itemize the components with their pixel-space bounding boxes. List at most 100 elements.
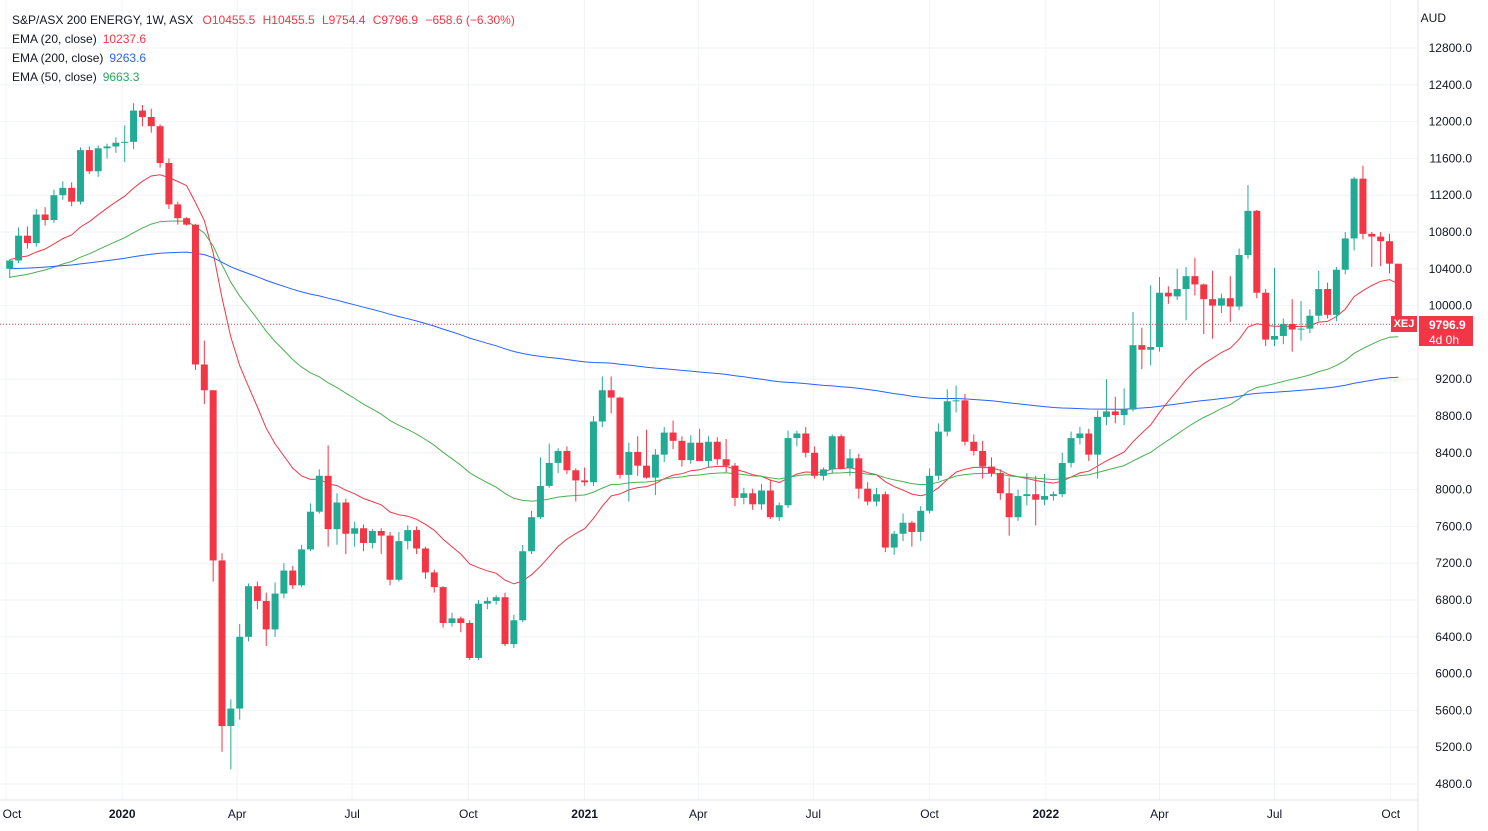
candle-body[interactable] bbox=[1005, 493, 1013, 518]
candle-body[interactable] bbox=[758, 490, 766, 505]
candle-body[interactable] bbox=[1173, 289, 1181, 297]
candle-body[interactable] bbox=[404, 530, 412, 542]
candle-body[interactable] bbox=[696, 442, 704, 462]
candle-body[interactable] bbox=[333, 502, 341, 530]
candle-body[interactable] bbox=[881, 494, 889, 548]
candle-body[interactable] bbox=[1226, 298, 1234, 307]
candle-body[interactable] bbox=[421, 548, 429, 573]
candle-body[interactable] bbox=[1138, 345, 1146, 350]
candle-body[interactable] bbox=[811, 452, 819, 476]
candle-body[interactable] bbox=[1217, 298, 1225, 306]
candle-body[interactable] bbox=[457, 618, 465, 623]
candle-body[interactable] bbox=[855, 458, 863, 489]
candle-body[interactable] bbox=[545, 462, 553, 486]
candle-body[interactable] bbox=[253, 586, 261, 601]
candle-body[interactable] bbox=[510, 620, 518, 645]
candle-body[interactable] bbox=[837, 436, 845, 469]
candle-body[interactable] bbox=[1368, 233, 1376, 237]
candle-body[interactable] bbox=[987, 466, 995, 474]
candle-body[interactable] bbox=[1262, 292, 1270, 340]
legend-ema20[interactable]: EMA (20, close) 10237.6 bbox=[12, 30, 519, 49]
candle-body[interactable] bbox=[351, 528, 359, 534]
candle-body[interactable] bbox=[713, 441, 721, 460]
candle-body[interactable] bbox=[1306, 315, 1314, 329]
candle-body[interactable] bbox=[625, 451, 633, 475]
candle-body[interactable] bbox=[581, 480, 589, 483]
candle-body[interactable] bbox=[607, 390, 615, 398]
candle-body[interactable] bbox=[262, 600, 270, 630]
candle-body[interactable] bbox=[368, 531, 376, 543]
candle-body[interactable] bbox=[1279, 324, 1287, 336]
candle-body[interactable] bbox=[76, 150, 84, 202]
candle-body[interactable] bbox=[1235, 255, 1243, 307]
candle-body[interactable] bbox=[236, 636, 244, 709]
candle-body[interactable] bbox=[1023, 494, 1031, 497]
candle-body[interactable] bbox=[687, 442, 695, 461]
candle-body[interactable] bbox=[191, 224, 199, 365]
candle-body[interactable] bbox=[85, 150, 93, 172]
candle-body[interactable] bbox=[138, 110, 146, 117]
candle-body[interactable] bbox=[271, 593, 279, 630]
candle-body[interactable] bbox=[50, 195, 58, 221]
candle-body[interactable] bbox=[1288, 324, 1296, 330]
candle-body[interactable] bbox=[864, 488, 872, 502]
candle-body[interactable] bbox=[218, 560, 226, 727]
candle-body[interactable] bbox=[483, 600, 491, 604]
candle-body[interactable] bbox=[298, 549, 306, 586]
candle-body[interactable] bbox=[112, 142, 120, 147]
candle-body[interactable] bbox=[793, 433, 801, 439]
candle-body[interactable] bbox=[23, 235, 31, 244]
candle-body[interactable] bbox=[466, 623, 474, 658]
candle-body[interactable] bbox=[395, 541, 403, 580]
candle-body[interactable] bbox=[227, 708, 235, 727]
candle-body[interactable] bbox=[828, 436, 836, 470]
candle-body[interactable] bbox=[1041, 496, 1049, 500]
candle-body[interactable] bbox=[1058, 462, 1066, 495]
candle-body[interactable] bbox=[289, 570, 297, 586]
candle-body[interactable] bbox=[1209, 299, 1217, 306]
candle-body[interactable] bbox=[961, 400, 969, 442]
candle-body[interactable] bbox=[846, 458, 854, 469]
candle-body[interactable] bbox=[598, 390, 606, 422]
candle-body[interactable] bbox=[386, 535, 394, 580]
candle-body[interactable] bbox=[1147, 347, 1155, 350]
candle-body[interactable] bbox=[563, 450, 571, 471]
candle-body[interactable] bbox=[1164, 292, 1172, 297]
candle-body[interactable] bbox=[704, 441, 712, 462]
candle-body[interactable] bbox=[315, 475, 323, 512]
candle-body[interactable] bbox=[651, 454, 659, 478]
candle-body[interactable] bbox=[1032, 494, 1040, 500]
candle-body[interactable] bbox=[68, 187, 76, 202]
candle-body[interactable] bbox=[802, 433, 810, 453]
candle-body[interactable] bbox=[377, 531, 385, 536]
candle-body[interactable] bbox=[342, 502, 350, 534]
candle-body[interactable] bbox=[749, 493, 757, 505]
candle-body[interactable] bbox=[678, 440, 686, 461]
candle-body[interactable] bbox=[1191, 276, 1199, 285]
currency-label[interactable]: AUD bbox=[1420, 11, 1446, 25]
candle-body[interactable] bbox=[519, 551, 527, 621]
candle-body[interactable] bbox=[174, 204, 182, 219]
candle-body[interactable] bbox=[1332, 269, 1340, 315]
candle-body[interactable] bbox=[1244, 210, 1252, 255]
candle-body[interactable] bbox=[1067, 438, 1075, 463]
candle-body[interactable] bbox=[1350, 178, 1358, 239]
candle-body[interactable] bbox=[872, 494, 880, 502]
candle-body[interactable] bbox=[280, 570, 288, 594]
candle-body[interactable] bbox=[970, 441, 978, 451]
candle-body[interactable] bbox=[528, 517, 536, 552]
candle-body[interactable] bbox=[439, 587, 447, 623]
candle-body[interactable] bbox=[501, 597, 509, 645]
candle-body[interactable] bbox=[731, 465, 739, 498]
candle-body[interactable] bbox=[775, 505, 783, 518]
candle-body[interactable] bbox=[413, 530, 421, 549]
candle-body[interactable] bbox=[183, 218, 191, 225]
candle-body[interactable] bbox=[634, 451, 642, 466]
candle-body[interactable] bbox=[1324, 289, 1332, 315]
candle-body[interactable] bbox=[784, 438, 792, 506]
candle-body[interactable] bbox=[448, 618, 456, 623]
candle-body[interactable] bbox=[1076, 433, 1084, 439]
candle-body[interactable] bbox=[766, 490, 774, 518]
